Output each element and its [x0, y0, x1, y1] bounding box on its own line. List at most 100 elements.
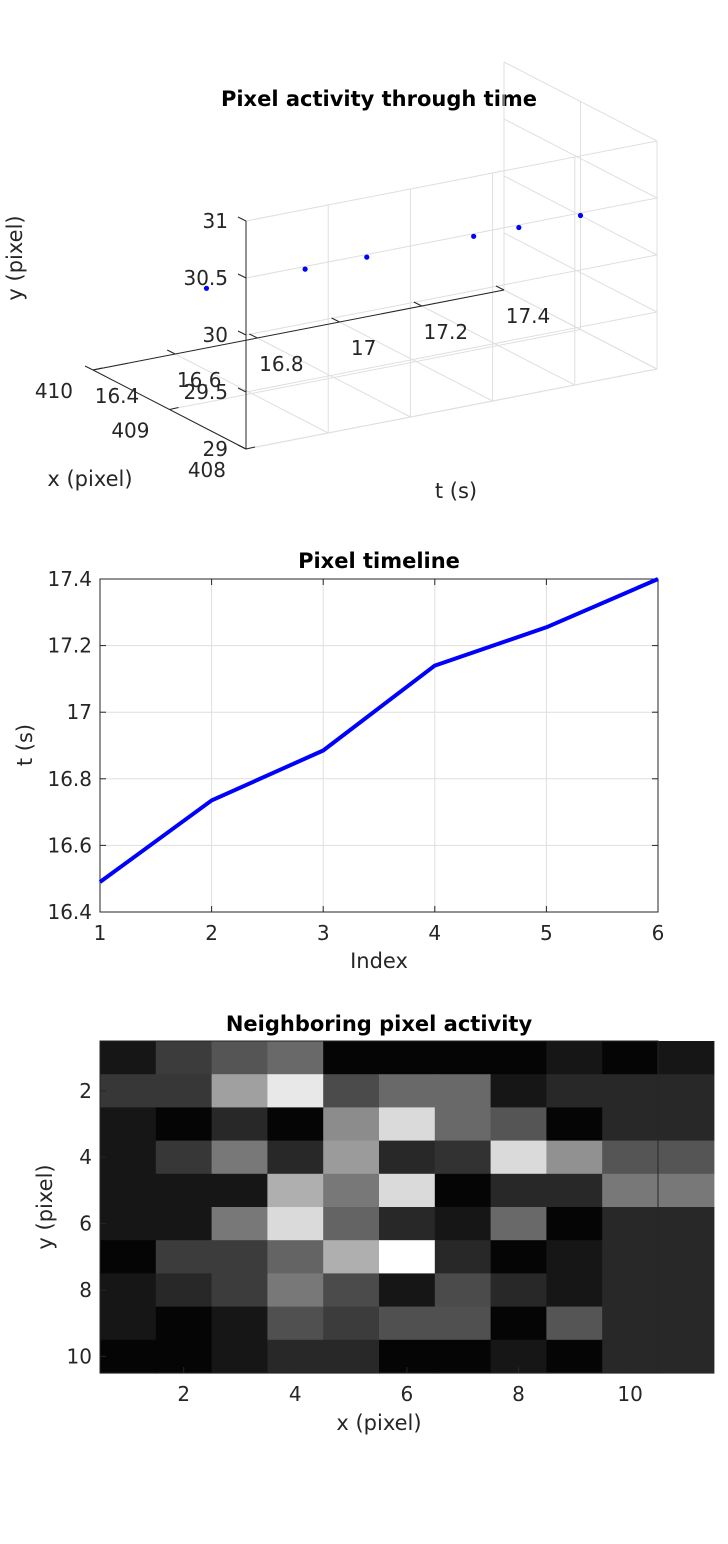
heatmap-cell [323, 1273, 380, 1308]
data-point [364, 254, 370, 260]
gridline-side-y [503, 289, 658, 370]
heatmap-cell [211, 1074, 268, 1108]
heatmap-cell [155, 1140, 213, 1175]
gridline-back-y [245, 197, 658, 279]
gridline-floor-x [169, 329, 581, 410]
x-tick-label: 409 [111, 419, 149, 443]
heatmap-cell [490, 1173, 547, 1208]
heatmap-cell [100, 1207, 157, 1241]
heatmap-cell [323, 1306, 380, 1341]
heatmap-cell [100, 1107, 157, 1142]
heatmap-cell [100, 1140, 157, 1175]
heatmap-cell [267, 1306, 324, 1341]
heatmap-cell [658, 1306, 715, 1341]
heatmap-cell [379, 1041, 436, 1075]
heatmap-cell [155, 1173, 213, 1208]
heatmap-cell [490, 1240, 547, 1274]
x-tick-label: 4 [289, 1382, 302, 1406]
y-tick-label: 6 [79, 1212, 92, 1236]
y-tick-label: 16.8 [47, 767, 92, 791]
heatmap-cell [434, 1240, 492, 1274]
heatmap-cell [434, 1306, 492, 1341]
heatmap-cell [658, 1339, 715, 1374]
heatmap-cell [155, 1240, 213, 1274]
y-axis-label-timeline: t (s) [13, 724, 37, 766]
plot-frame-heatmap [99, 1040, 659, 1374]
t-tick-label: 16.8 [259, 352, 304, 376]
x-tick-label: 408 [188, 458, 226, 482]
heatmap-cell [490, 1107, 547, 1142]
heatmap-cell [434, 1339, 492, 1374]
heatmap-cell [602, 1306, 659, 1341]
heatmap-cell [602, 1240, 659, 1274]
heatmap-cell [267, 1074, 324, 1108]
heatmap-cell [100, 1339, 157, 1374]
heatmap-cell [155, 1041, 213, 1075]
heatmap-cell [267, 1240, 324, 1274]
heatmap-cell [211, 1306, 268, 1341]
t-tick-mark [249, 333, 258, 339]
heatmap-cell [323, 1339, 380, 1374]
y-tick-label: 17.4 [47, 567, 92, 591]
heatmap-cell [546, 1074, 603, 1108]
plot-3d-scatter: Pixel activity through time 16.4 16.6 16.8… [3, 61, 658, 503]
heatmap-cell [379, 1273, 436, 1308]
heatmap-cell [267, 1140, 324, 1175]
heatmap-cell [155, 1273, 213, 1308]
gridline-back-y [245, 311, 658, 393]
chart-title-timeline: Pixel timeline [298, 549, 460, 573]
heatmap-cell [100, 1074, 157, 1108]
heatmap-cell [211, 1140, 268, 1175]
y-tick-label: 29 [203, 437, 228, 461]
x-axis-label-timeline: Index [350, 949, 408, 973]
heatmap-cell [323, 1107, 380, 1142]
x-axis-label-3d: x (pixel) [47, 467, 132, 491]
t-tick-label: 16.6 [177, 368, 222, 392]
x-tick-label: 5 [540, 921, 553, 945]
y-tick-mark [237, 273, 247, 279]
data-point [471, 233, 477, 239]
heatmap-cell [658, 1107, 715, 1142]
y-tick-label: 16.6 [47, 833, 92, 857]
heatmap-cell [434, 1173, 492, 1208]
t-axis-line [92, 289, 505, 371]
t-tick-mark [413, 301, 423, 307]
heatmap-cell [658, 1074, 715, 1108]
heatmap-cell [490, 1207, 547, 1241]
x-tick-label: 8 [512, 1382, 525, 1406]
heatmap-cell [546, 1273, 603, 1308]
heatmap-cell [379, 1306, 436, 1341]
heatmap-cell [211, 1173, 268, 1208]
plot-frame-timeline [99, 578, 659, 913]
data-point [203, 285, 210, 291]
heatmap-cell [100, 1273, 157, 1308]
heatmap-cell [267, 1041, 324, 1075]
heatmap-cell [379, 1240, 436, 1274]
heatmap-cell [546, 1173, 603, 1208]
heatmap-cell [434, 1074, 492, 1108]
x-tick-label: 2 [205, 921, 218, 945]
data-point [577, 212, 584, 219]
heatmap-cell [490, 1306, 547, 1341]
heatmap-cell [490, 1041, 547, 1075]
heatmap-cell [490, 1074, 547, 1108]
gridline-back-y [245, 368, 658, 450]
heatmap-cell [602, 1074, 659, 1108]
heatmap-cell [211, 1107, 268, 1142]
x-tick-label: 4 [428, 921, 441, 945]
data-point [302, 266, 308, 272]
heatmap-cell [267, 1107, 324, 1142]
t-axis-label-3d: t (s) [435, 479, 477, 503]
y-tick-label: 8 [79, 1278, 92, 1302]
heatmap-cell [155, 1207, 213, 1241]
heatmap-cell [379, 1107, 436, 1142]
x-tick-mark [92, 367, 103, 371]
t-tick-mark [84, 365, 94, 371]
heatmap-cell [323, 1041, 380, 1075]
y-tick-label: 16.4 [47, 900, 92, 924]
heatmap-cell [267, 1173, 324, 1208]
heatmap-cell [658, 1140, 715, 1175]
heatmap-cell [602, 1173, 659, 1208]
t-tick-label: 17.2 [424, 320, 469, 344]
heatmap-cell [434, 1273, 492, 1308]
